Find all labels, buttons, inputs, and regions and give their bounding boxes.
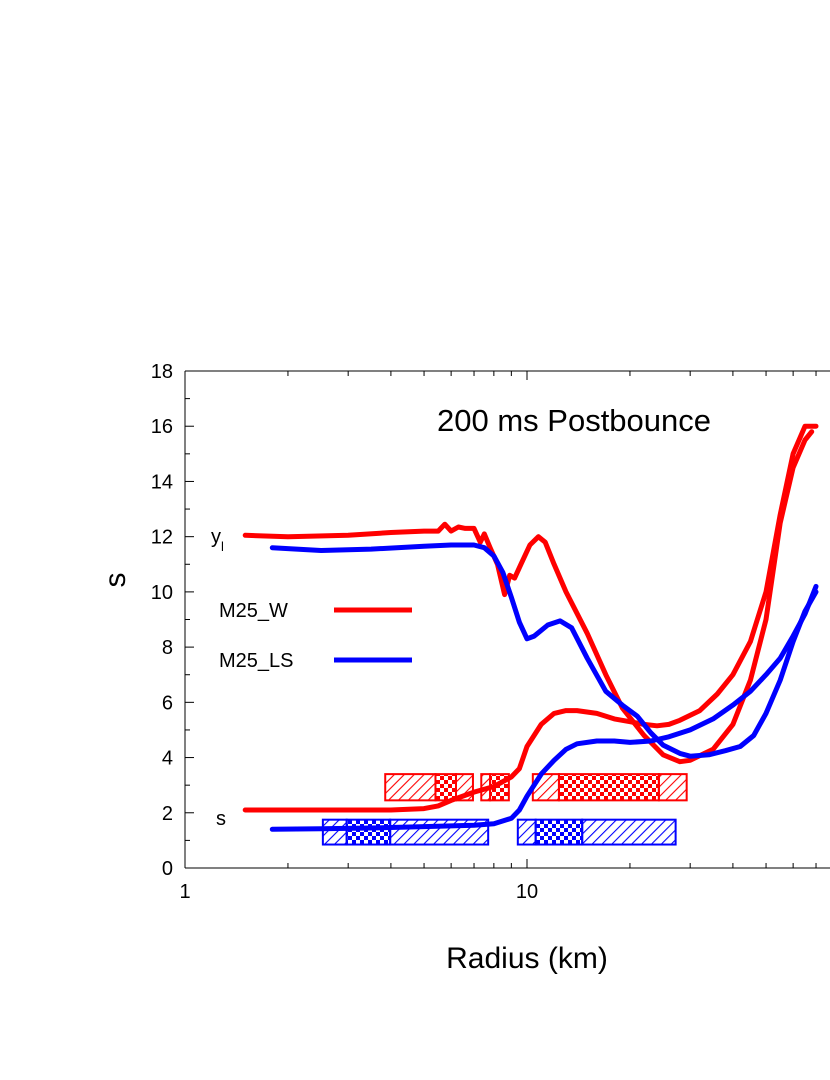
series-line-m25-w-s xyxy=(242,423,819,813)
series-line-m25-w-yl xyxy=(242,429,815,765)
curves xyxy=(242,423,819,832)
y-tick-label: 0 xyxy=(162,858,173,880)
x-tick-label: 10 xyxy=(516,881,538,903)
legend-item-m25-w: M25_W xyxy=(219,600,412,622)
series-line-m25-ls-yl xyxy=(269,542,819,759)
hatched-box-m25-ls xyxy=(345,818,392,846)
hatched-box-m25-ls xyxy=(516,818,537,846)
hatched-box-m25-w xyxy=(384,773,437,802)
chart-annotation: 200 ms Postbounce xyxy=(437,403,711,438)
y-tick-label: 8 xyxy=(162,637,173,659)
hatched-box-m25-ls xyxy=(321,818,348,846)
y-tick-label: 10 xyxy=(151,582,173,604)
y-tick-label: 4 xyxy=(162,748,173,770)
curve-label-yl-sub: l xyxy=(221,539,224,554)
y-tick-label: 12 xyxy=(151,527,173,549)
y-tick-label: 6 xyxy=(162,692,173,714)
curve-labels: yl s xyxy=(211,526,226,830)
hatched-boxes xyxy=(321,773,688,846)
hatched-box-m25-ls xyxy=(534,818,584,846)
curve-label-yl-main: y xyxy=(211,526,221,548)
tick-labels: 0 2 4 6 8 10 12 14 16 18 1 10 xyxy=(151,361,538,903)
hatched-box-m25-ls xyxy=(581,818,677,846)
curve-label-yl: yl xyxy=(211,526,224,554)
y-tick-label: 2 xyxy=(162,803,173,825)
hatched-box-m25-w xyxy=(557,773,660,802)
x-axis-title: Radius (km) xyxy=(446,942,608,975)
x-tick-label: 1 xyxy=(179,881,190,903)
y-tick-label: 16 xyxy=(151,416,173,438)
hatched-box-m25-w xyxy=(434,773,457,802)
legend-label-m25-w: M25_W xyxy=(219,600,288,622)
series-line-m25-ls-s xyxy=(269,583,819,832)
hatched-box-m25-w xyxy=(657,773,688,802)
y-tick-label: 14 xyxy=(151,471,173,493)
legend-label-m25-ls: M25_LS xyxy=(219,650,294,672)
legend-item-m25-ls: M25_LS xyxy=(219,650,412,672)
legend: M25_W M25_LS xyxy=(219,600,412,672)
axes xyxy=(184,370,830,869)
curve-label-s: s xyxy=(216,808,226,830)
y-axis-title: s xyxy=(99,573,132,588)
y-tick-label: 18 xyxy=(151,361,173,383)
